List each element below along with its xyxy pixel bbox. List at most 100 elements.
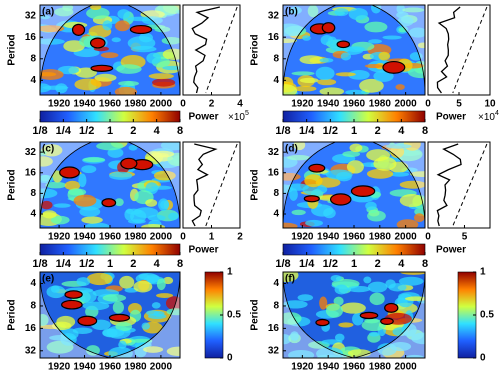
hot-spot (90, 64, 114, 73)
texture (50, 285, 60, 293)
hot-spot (359, 311, 379, 320)
hot-spot (382, 60, 406, 74)
texture (398, 276, 424, 286)
texture (114, 198, 124, 207)
texture (319, 57, 334, 63)
hot-spot (120, 157, 138, 170)
y-tick-label: 16 (25, 323, 37, 334)
texture (96, 142, 124, 151)
x-tick-label: 1980 (369, 232, 392, 243)
x-tick-label: 1940 (317, 362, 340, 373)
colorbar-tick-label: 1 (351, 258, 357, 270)
y-tick-label: 32 (25, 147, 37, 158)
texture (102, 20, 113, 31)
texture (117, 9, 130, 19)
texture (396, 219, 419, 228)
y-axis-label: Period (250, 299, 261, 330)
texture (389, 341, 412, 352)
x-tick-label: 2000 (150, 362, 173, 373)
y-tick-label: 16 (25, 32, 37, 43)
hot-spot (329, 193, 352, 206)
spectrum (40, 272, 180, 358)
power-frame (182, 141, 241, 229)
hot-spot (129, 24, 153, 35)
texture (151, 150, 175, 158)
colorbar-tick-label: 2 (130, 258, 136, 270)
x-tick-label: 1960 (343, 232, 366, 243)
texture (408, 27, 425, 38)
colorbar-tick-label: 2 (375, 125, 381, 137)
texture (385, 143, 412, 149)
panel-label: (f) (285, 274, 295, 285)
power-frame (427, 141, 491, 229)
texture (81, 165, 97, 174)
texture (364, 21, 388, 33)
cone-shade (40, 142, 180, 228)
texture (325, 303, 344, 318)
y-tick-label: 16 (25, 167, 37, 178)
power-curve (191, 143, 218, 227)
colorbar-tick-label: 1/8 (275, 258, 290, 270)
texture (345, 89, 366, 95)
panel-label: (d) (285, 144, 298, 155)
texture (40, 38, 65, 45)
texture (64, 180, 81, 191)
texture (283, 272, 299, 283)
texture (133, 207, 159, 218)
x-tick-label: 1980 (124, 99, 147, 110)
panel: (b) 1920 1940 1960 1980 2000 4 8 16 32 Period 0 5 10 P… (250, 4, 499, 137)
power-multiplier: ×105 (228, 110, 249, 123)
texture (40, 174, 54, 184)
power-curve (436, 6, 461, 94)
hot-spot (89, 37, 106, 49)
texture (367, 281, 388, 293)
colorbar-tick-label: 0 (227, 353, 233, 364)
texture (378, 51, 391, 61)
spectrum (40, 5, 180, 95)
texture (45, 181, 67, 189)
texture (409, 52, 423, 61)
texture (82, 157, 105, 163)
spectrum (40, 142, 180, 228)
hot-spot (336, 40, 351, 49)
hot-spot (77, 315, 98, 327)
texture (367, 210, 386, 222)
cone-of-influence (283, 272, 425, 358)
texture (118, 340, 127, 349)
panel-label: (c) (42, 144, 54, 155)
power-label: Power (188, 112, 218, 123)
colorbar-tick-label: 1 (351, 125, 357, 137)
texture (330, 274, 342, 282)
texture (371, 5, 382, 14)
x-tick-label: 1960 (99, 232, 122, 243)
x-tick-label: 1940 (317, 232, 340, 243)
texture (405, 296, 425, 302)
colorbar-tick-label: 0.5 (480, 310, 494, 321)
texture (335, 72, 356, 77)
texture (112, 301, 124, 314)
power-tick-label: 4 (237, 99, 243, 110)
texture (40, 156, 53, 167)
texture (411, 332, 425, 345)
texture (333, 296, 344, 306)
texture (320, 35, 334, 46)
texture (124, 208, 135, 221)
exponent: 4 (495, 110, 499, 117)
y-axis-label: Period (7, 299, 18, 330)
colorbar-tick-label: 1 (107, 125, 113, 137)
texture (403, 142, 421, 151)
texture (359, 78, 384, 93)
texture (342, 150, 361, 158)
cone-shade (283, 5, 425, 95)
texture (373, 156, 397, 171)
texture (413, 213, 425, 223)
x-tick-label: 2000 (150, 99, 173, 110)
y-tick-label: 8 (30, 53, 36, 64)
cone-of-influence (40, 272, 180, 358)
texture (154, 26, 171, 33)
hot-spot (303, 195, 320, 203)
cone-of-influence (283, 142, 425, 228)
power-tick-label: 2 (237, 232, 243, 243)
texture (348, 69, 370, 80)
